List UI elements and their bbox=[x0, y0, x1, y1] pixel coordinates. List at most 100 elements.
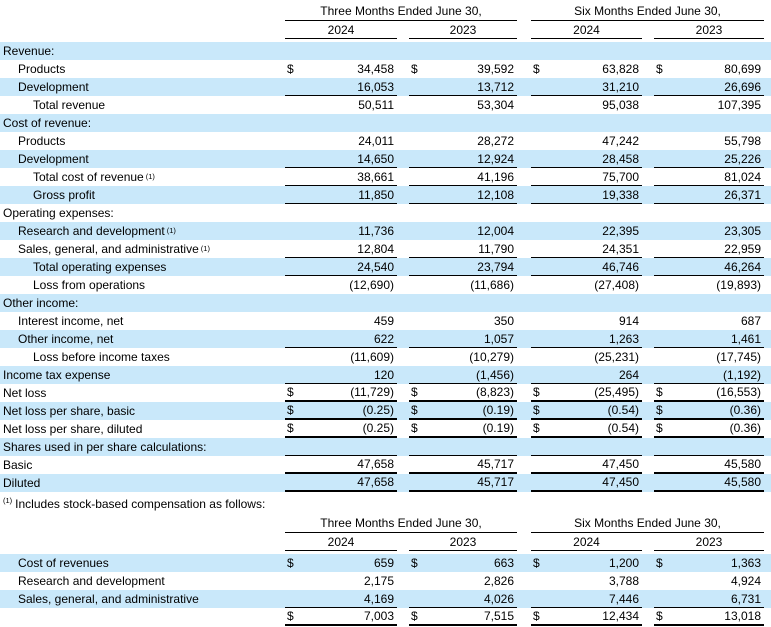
amount-cell: $ (16,553) bbox=[654, 384, 764, 402]
column-gap bbox=[642, 258, 654, 276]
table-row: Loss from operations (12,690) (11,686) (27,… bbox=[0, 276, 771, 294]
column-gap bbox=[642, 456, 654, 474]
footnote-marker: (1) bbox=[3, 496, 13, 505]
amount-value: 14,650 bbox=[357, 151, 394, 166]
column-gap bbox=[517, 312, 531, 330]
row-label-text: Other income: bbox=[3, 296, 79, 310]
column-gap bbox=[642, 420, 654, 438]
column-gap bbox=[397, 533, 409, 551]
amount-cell: 45,717 bbox=[409, 474, 517, 492]
amount-cell: 4,169 bbox=[285, 590, 397, 608]
amount-value: 45,580 bbox=[724, 475, 761, 489]
amount-value: 50,511 bbox=[358, 98, 394, 112]
column-gap bbox=[642, 572, 654, 590]
row-label-text: Research and development bbox=[18, 574, 165, 588]
dollar-sign: $ bbox=[656, 403, 663, 417]
amount-cell bbox=[531, 438, 642, 456]
year-header: 2023 bbox=[409, 533, 517, 551]
table-row: Other income: bbox=[0, 294, 771, 312]
footnote: (1) Includes stock-based compensation as … bbox=[3, 497, 771, 511]
amount-cell: 26,371 bbox=[654, 186, 764, 204]
amount-cell: 13,712 bbox=[409, 78, 517, 96]
amount-cell: 31,210 bbox=[531, 78, 642, 96]
dollar-sign: $ bbox=[533, 62, 540, 76]
column-gap bbox=[397, 572, 409, 590]
column-gap bbox=[397, 276, 409, 294]
amount-cell: 264 bbox=[531, 366, 642, 384]
dollar-sign: $ bbox=[656, 62, 663, 76]
row-label-text: Operating expenses: bbox=[3, 206, 114, 220]
amount-value: 23,305 bbox=[724, 224, 761, 238]
row-label: Total revenue bbox=[0, 96, 285, 114]
table-row: Sales, general, and administrative 4,169 4… bbox=[0, 590, 771, 608]
table-row: Development 16,053 13,712 31,210 26,696 bbox=[0, 78, 771, 96]
amount-cell: 55,798 bbox=[654, 132, 764, 150]
dollar-sign: $ bbox=[533, 556, 540, 570]
amount-value: (11,686) bbox=[470, 278, 514, 292]
year-header: 2023 bbox=[409, 21, 517, 39]
amount-cell: $1,363 bbox=[654, 554, 764, 572]
amount-value: (11,729) bbox=[350, 385, 394, 399]
amount-cell: 19,338 bbox=[531, 186, 642, 204]
amount-value: 13,712 bbox=[477, 79, 514, 94]
row-right-margin bbox=[764, 222, 771, 240]
column-gap bbox=[397, 150, 409, 168]
column-gap bbox=[642, 150, 654, 168]
amount-value: 24,351 bbox=[602, 241, 639, 256]
amount-cell: 26,696 bbox=[654, 78, 764, 96]
table-header-row: Three Months Ended June 30, Six Months En… bbox=[0, 2, 771, 21]
amount-value: 1,461 bbox=[730, 331, 761, 346]
table-row: $7,003 $7,515 $12,434 $13,018 bbox=[0, 608, 771, 626]
row-label-text: Cost of revenue: bbox=[3, 116, 92, 130]
row-label: Research and development (1) bbox=[18, 224, 176, 238]
column-gap bbox=[397, 132, 409, 150]
amount-cell: 6,731 bbox=[654, 590, 764, 608]
row-right-margin bbox=[764, 78, 771, 96]
amount-cell: $663 bbox=[409, 554, 517, 572]
table-row: Cost of revenues $659 $663 $1,200 $1,363 bbox=[0, 554, 771, 572]
amount-cell: 23,794 bbox=[409, 258, 517, 276]
dollar-sign: $ bbox=[287, 62, 294, 76]
column-gap bbox=[397, 186, 409, 204]
row-label: Other income: bbox=[0, 294, 285, 312]
row-label: Development bbox=[0, 78, 285, 96]
dollar-sign: $ bbox=[411, 403, 418, 417]
amount-cell: 41,196 bbox=[409, 168, 517, 186]
amount-cell: 12,108 bbox=[409, 186, 517, 204]
column-gap bbox=[397, 438, 409, 456]
amount-cell: $7,515 bbox=[409, 608, 517, 626]
row-label: Loss before income taxes bbox=[0, 348, 285, 366]
amount-cell: 2,175 bbox=[285, 572, 397, 590]
amount-cell: 4,026 bbox=[409, 590, 517, 608]
amount-value: 53,304 bbox=[477, 98, 514, 112]
amount-cell: 47,450 bbox=[531, 456, 642, 474]
dollar-sign: $ bbox=[411, 609, 418, 623]
amount-cell: 687 bbox=[654, 312, 764, 330]
column-gap bbox=[642, 78, 654, 96]
row-right-margin bbox=[764, 330, 771, 348]
row-right-margin bbox=[764, 60, 771, 78]
header-spacer bbox=[0, 21, 285, 39]
row-right-margin bbox=[764, 312, 771, 330]
amount-value: 80,699 bbox=[724, 62, 761, 76]
column-gap bbox=[517, 514, 531, 533]
column-gap bbox=[517, 222, 531, 240]
column-gap bbox=[517, 572, 531, 590]
amount-cell: 459 bbox=[285, 312, 397, 330]
amount-value: 28,272 bbox=[477, 134, 514, 148]
row-label-text: Sales, general, and administrative bbox=[18, 242, 199, 256]
amount-value: (25,495) bbox=[594, 385, 639, 399]
table-row: Diluted 47,658 45,717 47,450 45,580 bbox=[0, 474, 771, 492]
income-statement-table: Three Months Ended June 30, Six Months En… bbox=[0, 2, 771, 492]
header-spacer bbox=[764, 533, 771, 551]
amount-value: (0.25) bbox=[362, 421, 394, 435]
row-label: Net loss per share, diluted bbox=[0, 420, 285, 438]
column-gap bbox=[517, 132, 531, 150]
empty-amount-area bbox=[285, 294, 771, 312]
row-label-text: Loss before income taxes bbox=[33, 350, 170, 364]
amount-value: 23,794 bbox=[477, 259, 514, 274]
amount-value: 11,790 bbox=[478, 241, 514, 256]
amount-cell: 622 bbox=[285, 330, 397, 348]
amount-value: 1,057 bbox=[483, 331, 514, 346]
amount-value: 22,959 bbox=[724, 241, 761, 256]
